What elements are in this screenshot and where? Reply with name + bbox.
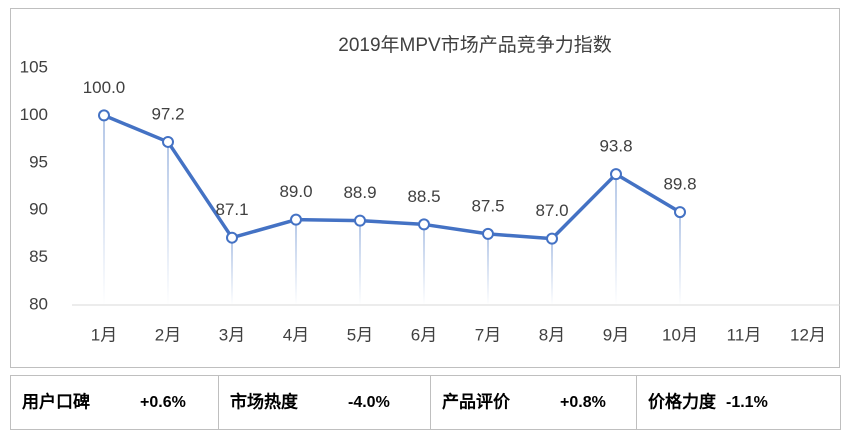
drop-line [487,233,489,305]
point [482,227,494,240]
drop-line [551,238,553,305]
data-label: 88.9 [343,183,376,202]
data-label: 97.2 [151,104,184,123]
point [354,214,366,227]
data-label: 89.0 [279,182,312,201]
footer-value: +0.6% [140,394,186,411]
x-tick-label: 4月 [283,325,309,344]
y-tick-label: 95 [29,152,48,171]
drop-line [423,224,425,305]
footer-cell [218,375,431,430]
x-tick-label: 3月 [219,325,245,344]
y-tick-label: 80 [29,294,48,313]
drop-line [359,220,361,305]
y-tick-label: 100 [20,105,48,124]
drop-line [231,237,233,305]
footer-label: 市场热度 [230,391,299,411]
point [546,232,558,245]
drop-line [679,212,681,305]
x-tick-label: 8月 [539,325,565,344]
data-label: 93.8 [599,137,632,156]
x-tick-label: 1月 [91,325,117,344]
data-label: 89.8 [663,175,696,194]
drop-line [103,115,105,306]
data-label: 87.5 [471,196,504,215]
point [418,218,430,231]
footer-value: +0.8% [560,394,606,411]
y-tick-label: 85 [29,247,48,266]
footer-value: -4.0% [348,394,390,411]
x-tick-label: 6月 [411,325,437,344]
footer-label: 价格力度 [648,391,717,411]
point [674,206,686,219]
x-tick-label: 2月 [155,325,181,344]
x-tick-label: 7月 [475,325,501,344]
x-tick-label: 5月 [347,325,373,344]
y-tick-label: 90 [29,200,48,219]
point [610,168,622,181]
x-tick-label: 9月 [603,325,629,344]
footer-label: 产品评价 [442,391,511,411]
footer-cell [10,375,219,430]
data-label: 100.0 [83,78,126,97]
chart-title: 2019年MPV市场产品竞争力指数 [338,34,611,56]
chart-frame [10,8,840,368]
footer-label: 用户口碑 [22,391,90,411]
x-tick-label: 10月 [662,325,698,344]
footer-cell [430,375,637,430]
x-tick-label: 12月 [790,325,826,344]
footer-value: -1.1% [726,394,768,411]
x-tick-label: 11月 [727,325,762,344]
drop-line [295,219,297,305]
point [98,109,110,122]
footer: 用户口碑 +0.6% 市场热度 -4.0% 产品评价 +0.8% 价格力度 -1.1% [10,375,841,430]
series-line [103,113,681,241]
drop-line [167,141,169,305]
point [226,231,238,244]
data-label: 87.0 [535,201,568,220]
drop-line [615,174,617,305]
footer-cell [636,375,841,430]
y-tick-label: 105 [20,57,48,76]
data-label: 88.5 [407,187,440,206]
point [162,135,174,148]
data-label: 87.1 [215,200,248,219]
point [290,213,302,226]
